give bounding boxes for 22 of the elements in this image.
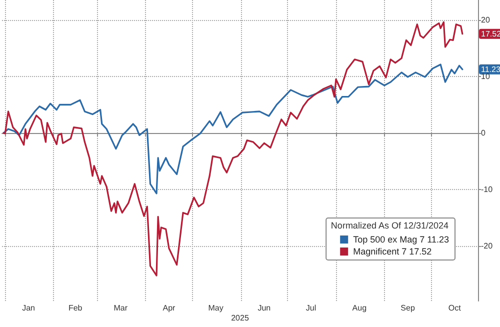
x-tick-label: Mar: [114, 304, 128, 312]
x-tick-label: Apr: [162, 304, 176, 312]
x-tick-label: Jan: [22, 304, 35, 312]
y-tick-label: 10: [481, 72, 490, 81]
line-series: [2, 64, 464, 194]
y-tick-label: -20: [481, 242, 494, 251]
x-tick-label: Feb: [68, 304, 83, 312]
x-axis-title: 2025: [231, 314, 250, 322]
y-tick-label: 20: [481, 15, 490, 24]
y-tick-label: -10: [481, 185, 494, 194]
line-series: [2, 21, 464, 276]
x-tick-label: Jun: [258, 304, 271, 312]
legend-label: Magnificent 7 17.52: [353, 246, 432, 256]
x-tick-label: Jul: [306, 304, 316, 312]
legend-title: Normalized As Of 12/31/2024: [330, 220, 449, 230]
x-tick-label: Oct: [448, 304, 462, 312]
annotation: 11.23: [481, 64, 500, 74]
legend-label: Top 500 ex Mag 7 11.23: [353, 234, 450, 244]
x-tick-label: May: [208, 304, 224, 312]
x-tick-label: Aug: [352, 304, 367, 312]
x-tick-label: Sep: [400, 304, 416, 312]
y-tick-label: 0: [481, 128, 486, 138]
